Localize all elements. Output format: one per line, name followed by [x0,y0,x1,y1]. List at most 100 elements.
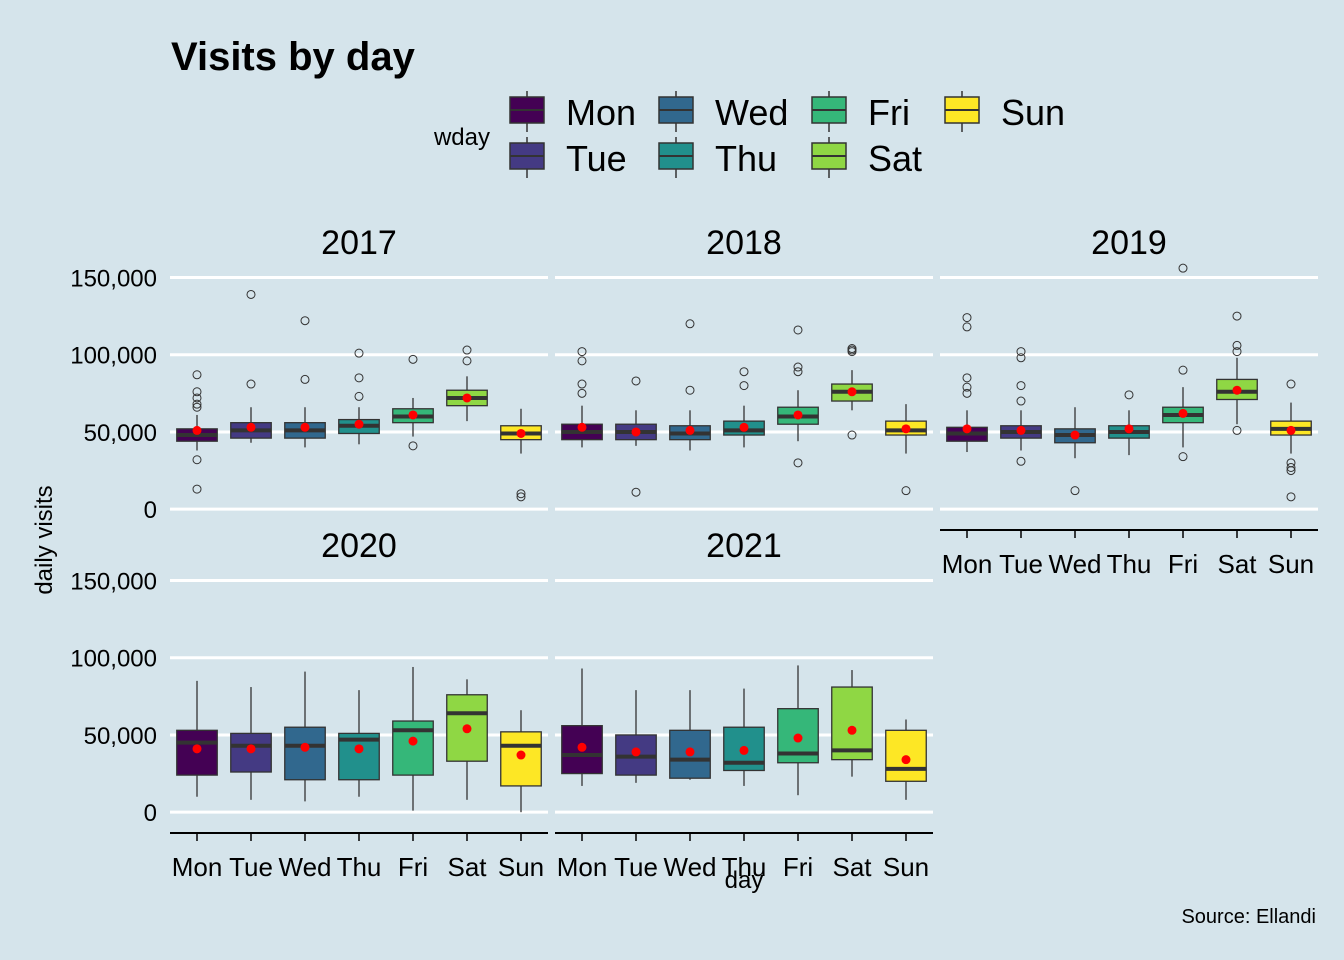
outlier-point [192,370,202,380]
mean-point [408,410,418,420]
outlier-point [962,388,972,398]
legend-label-wed: Wed [715,92,788,133]
outlier-point [901,486,911,496]
outlier-point [192,402,202,412]
outlier-point [516,492,526,502]
mean-point [1178,408,1188,418]
mean-point [354,419,364,429]
outlier-point [1016,353,1026,363]
outlier-point [300,316,310,326]
x-tick-label: Fri [398,852,428,882]
outlier-point [1016,456,1026,466]
outlier-point [793,362,803,372]
outlier-point [1286,462,1296,472]
mean-point [631,427,641,437]
box-2021-sun [885,729,927,782]
x-tick-label: Fri [783,852,813,882]
x-tick-label: Sun [498,852,544,882]
mean-point [1016,425,1026,435]
outlier-point [685,385,695,395]
outlier-point [192,393,202,403]
mean-point [631,747,641,757]
mean-point [962,424,972,434]
chart-title: Visits by day [171,35,416,79]
strip-label-2020: 2020 [321,527,397,565]
x-tick-label: Sun [883,852,929,882]
legend-label-sat: Sat [868,138,922,179]
y-tick-label: 50,000 [84,723,157,750]
outlier-point [1286,458,1296,468]
mean-point [793,410,803,420]
outlier-point [192,387,202,397]
mean-point [901,424,911,434]
strip-label-2017: 2017 [321,224,397,262]
x-tick-label: Tue [229,852,273,882]
x-tick-label: Tue [614,852,658,882]
mean-point [685,425,695,435]
x-tick-label: Sat [832,852,872,882]
outlier-point [793,325,803,335]
outlier-point [192,399,202,409]
outlier-point [962,373,972,383]
legend-title: wday [433,124,490,151]
mean-point [847,725,857,735]
x-tick-label: Thu [337,852,382,882]
mean-point [462,724,472,734]
x-tick-label: Mon [557,852,608,882]
legend-label-mon: Mon [566,92,636,133]
x-tick-label: Thu [1107,549,1152,579]
outlier-point [793,367,803,377]
x-tick-label: Fri [1168,549,1198,579]
outlier-point [962,313,972,323]
outlier-point [739,367,749,377]
mean-point [300,742,310,752]
x-tick-label: Tue [999,549,1043,579]
strip-label-2019: 2019 [1091,224,1167,262]
x-tick-label: Wed [279,852,332,882]
box-2021-sat [831,686,873,761]
outlier-point [408,354,418,364]
x-tick-label: Sat [1217,549,1257,579]
outlier-point [354,391,364,401]
legend-label-tue: Tue [566,138,627,179]
outlier-point [246,289,256,299]
x-tick-label: Sun [1268,549,1314,579]
outlier-point [462,356,472,366]
x-tick-label: Thu [722,852,767,882]
outlier-point [1232,425,1242,435]
outlier-point [408,441,418,451]
y-tick-label: 100,000 [70,343,157,370]
mean-point [739,422,749,432]
legend-label-thu: Thu [715,138,777,179]
x-tick-label: Mon [942,549,993,579]
mean-point [1070,430,1080,440]
strip-label-2021: 2021 [706,527,782,565]
legend-label-sun: Sun [1001,92,1065,133]
mean-point [577,422,587,432]
outlier-point [631,376,641,386]
outlier-point [1016,396,1026,406]
outlier-point [1286,466,1296,476]
box-2020-wed [284,726,326,781]
mean-point [901,755,911,765]
mean-point [793,733,803,743]
outlier-point [962,322,972,332]
mean-point [516,750,526,760]
mean-point [1232,385,1242,395]
outlier-point [1016,347,1026,357]
mean-point [1124,424,1134,434]
outlier-point [462,345,472,355]
outlier-point [354,373,364,383]
outlier-point [1232,311,1242,321]
y-tick-label: 0 [144,800,157,827]
mean-point [1286,425,1296,435]
outlier-point [577,356,587,366]
mean-point [300,422,310,432]
outlier-point [577,388,587,398]
outlier-point [354,348,364,358]
strip-label-2018: 2018 [706,224,782,262]
y-axis-title: daily visits [31,485,58,594]
outlier-point [631,487,641,497]
